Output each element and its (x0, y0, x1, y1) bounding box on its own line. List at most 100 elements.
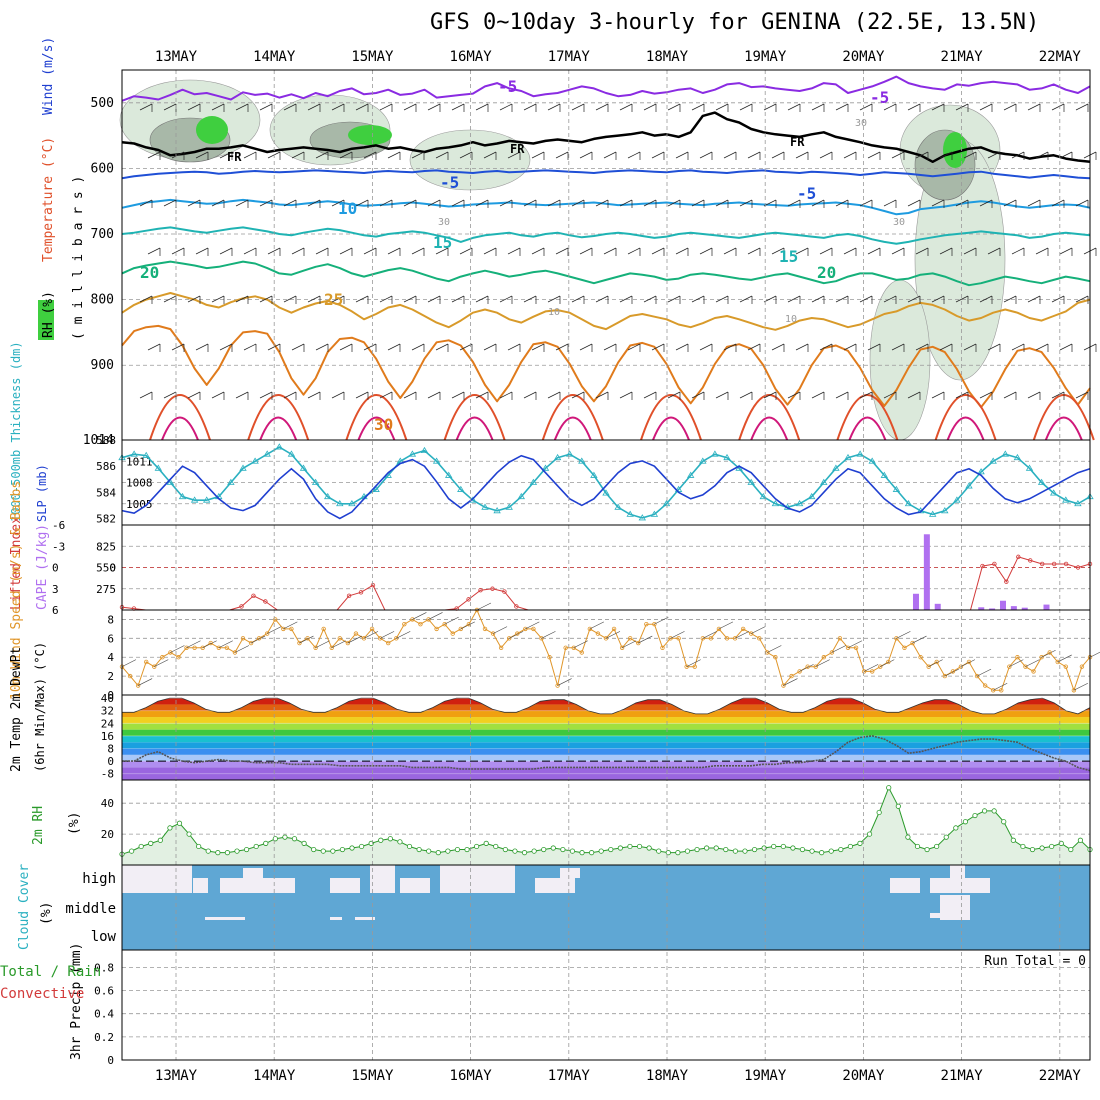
rh-point (550, 845, 556, 851)
wind-point (1039, 655, 1044, 660)
isotherm-40 (161, 416, 199, 441)
wind-barb (603, 151, 617, 159)
slp-point (420, 446, 429, 454)
date-label-bottom: 21MAY (941, 1068, 984, 1084)
wind-point (684, 664, 689, 669)
wind-point (168, 650, 173, 655)
date-label-top: 13MAY (155, 49, 198, 65)
cloud-clear-cell (890, 878, 920, 893)
wind-barb (379, 199, 393, 207)
cloud-clear-cell (330, 917, 342, 920)
isotherm-35 (149, 394, 211, 441)
wind-tick-label: 6 (107, 632, 114, 645)
wind-barb (147, 247, 161, 255)
wind-barb (547, 103, 561, 111)
rh-point (1068, 846, 1074, 853)
cloud-clear-cell (930, 913, 970, 918)
wind-point (297, 640, 302, 646)
wind-barb (1089, 651, 1100, 658)
slp-point (904, 499, 913, 507)
slp-point (650, 510, 659, 517)
wind-barb (843, 247, 857, 255)
wind-barb (525, 621, 540, 630)
rh-point (732, 848, 738, 854)
isotherm-35 (247, 394, 310, 441)
wind-barb (283, 391, 297, 399)
wind-point (216, 645, 221, 650)
li-point (502, 589, 507, 594)
wind-barb (643, 391, 657, 399)
wind-barb (531, 343, 545, 351)
wind-barb (339, 247, 353, 255)
cloud-clear-cell (122, 865, 192, 893)
wind-point (749, 631, 754, 636)
rh-point (272, 836, 278, 842)
wind-barb (963, 247, 977, 255)
li-point (1051, 561, 1057, 567)
wind-barb (763, 391, 777, 399)
cape-bar (1010, 606, 1017, 610)
wind-point (692, 664, 697, 669)
rh-point (665, 850, 671, 856)
wind-point (353, 631, 359, 636)
pressure-tick-label: 800 (91, 293, 114, 308)
rh-point (1010, 837, 1016, 843)
wind-point (563, 645, 568, 650)
cloud-clear-cell (440, 865, 515, 893)
slp-point (989, 457, 997, 464)
rh-point (790, 845, 796, 851)
cape-bar (923, 534, 930, 610)
wind-barb (819, 151, 833, 159)
wind-point (1023, 664, 1028, 669)
rh-point (397, 839, 403, 845)
wind-point (345, 640, 351, 646)
cloud-clear-cell (950, 865, 965, 893)
wind-point (732, 636, 738, 641)
wind-point (837, 636, 843, 641)
thickness-tick-label: 588 (96, 434, 116, 447)
slp-point (880, 471, 889, 478)
wind-barb (795, 247, 809, 255)
wind-barb (555, 343, 569, 351)
slp-point (638, 514, 647, 521)
rh-point (1001, 819, 1007, 825)
wind-barb (723, 343, 737, 351)
wind-barb (547, 391, 561, 399)
wind-barb (451, 199, 465, 207)
cloud-clear-cell (535, 878, 575, 893)
cape-bar (1021, 607, 1028, 610)
isotherm-label: 25 (324, 290, 343, 309)
rh2m-ylabel: 2m RH (31, 806, 46, 845)
wind-point (636, 640, 641, 646)
wind-barb (783, 678, 798, 686)
wind-barb (675, 151, 689, 159)
wind-barb (643, 199, 657, 207)
slp-point (759, 492, 768, 500)
wind-point (1063, 664, 1068, 669)
wind-barb (747, 247, 761, 255)
wind-barb (843, 343, 857, 351)
wind-point (676, 636, 681, 641)
li-point (490, 586, 495, 591)
wind-point (248, 640, 254, 646)
wind-barb (863, 664, 879, 672)
wind-barb (451, 103, 465, 111)
thickness-ylabel: 1000-500mb Thickness (dm) (9, 341, 23, 522)
wind-point (821, 655, 826, 660)
pressure-tick-label: 900 (91, 358, 114, 373)
li-point (370, 583, 376, 588)
rh-point (224, 850, 231, 856)
precip-tick-label: 0.6 (94, 985, 114, 998)
wind-point (603, 636, 609, 641)
cloud-yunit: (%) (39, 902, 54, 925)
rh-high (196, 116, 228, 144)
isotherm-label: -5 (870, 88, 889, 107)
rh-contour-label: 30 (438, 217, 450, 228)
wind-barb (811, 391, 825, 399)
wind-barb (955, 391, 969, 399)
wind-barb (1025, 659, 1040, 667)
wind-point (1007, 664, 1012, 669)
wind-barb (891, 247, 905, 255)
wind-barb (1073, 683, 1089, 691)
slp-point (541, 464, 550, 471)
